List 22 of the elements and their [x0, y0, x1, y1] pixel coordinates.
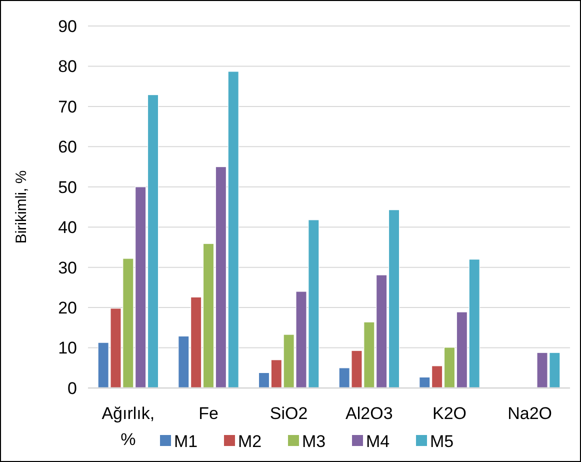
y-tick-label: 50 [58, 178, 77, 197]
x-tick-label: Fe [198, 404, 218, 423]
legend-label: M4 [366, 432, 390, 451]
y-tick-label: 0 [68, 378, 77, 398]
y-tick-label: 10 [58, 338, 77, 358]
x-tick-label: Ağırlık, % [102, 404, 155, 449]
y-tick-label: 20 [58, 298, 77, 318]
legend-label: M1 [174, 432, 198, 451]
x-tick-label: K2O [432, 404, 467, 423]
x-tick-label: SiO2 [270, 404, 308, 423]
y-tick-label: 60 [58, 138, 77, 157]
legend-label: M5 [430, 432, 454, 451]
y-tick-label: 90 [58, 16, 77, 36]
y-tick-label: 70 [58, 97, 77, 116]
y-tick-label: 40 [58, 218, 77, 238]
y-axis-title: Birikimli, % [13, 170, 30, 244]
legend-label: M2 [238, 432, 262, 451]
legend-label: M3 [302, 432, 326, 451]
x-tick-label: Al2O3 [346, 404, 393, 423]
y-tick-label: 80 [58, 57, 77, 76]
y-tick-label: 30 [58, 258, 77, 278]
x-tick-label: Na2O [508, 404, 552, 423]
